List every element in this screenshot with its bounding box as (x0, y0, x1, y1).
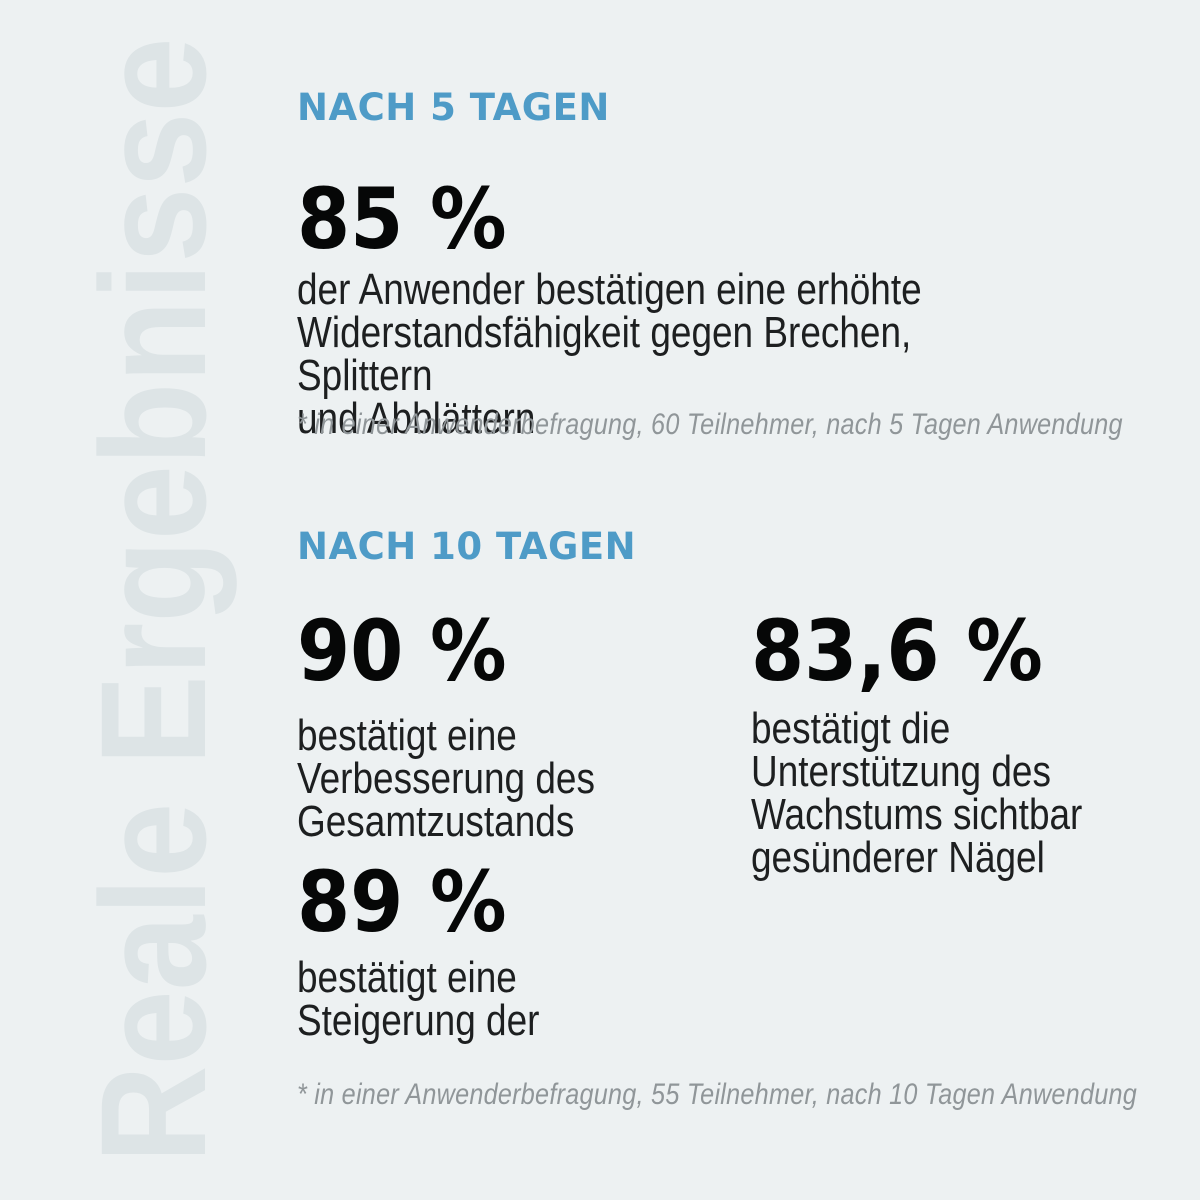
footnote-after-10-days: * in einer Anwenderbefragung, 55 Teilneh… (297, 1078, 1138, 1111)
stat-description-89-percent: bestätigt eine Steigerung der (297, 953, 540, 1045)
stat-description-83-6-percent: bestätigt die Unterstützung des Wachstum… (751, 704, 1083, 882)
stat-value-90-percent: 90 % (297, 602, 507, 700)
stat-description-85-percent: der Anwender bestätigen eine erhöhte Wid… (297, 265, 922, 443)
stat-value-83-6-percent: 83,6 % (751, 602, 1043, 700)
stat-value-85-percent: 85 % (297, 170, 507, 268)
section-heading-after-5-days: NACH 5 TAGEN (297, 86, 610, 129)
stat-value-89-percent: 89 % (297, 853, 507, 951)
section-heading-after-10-days: NACH 10 TAGEN (297, 525, 637, 568)
stat-description-90-percent: bestätigt eine Verbesserung des Gesamtzu… (297, 711, 595, 846)
watermark-vertical-text: Reale Ergebnisse (69, 37, 237, 1164)
footnote-after-5-days: * in einer Anwenderbefragung, 60 Teilneh… (297, 408, 1123, 441)
